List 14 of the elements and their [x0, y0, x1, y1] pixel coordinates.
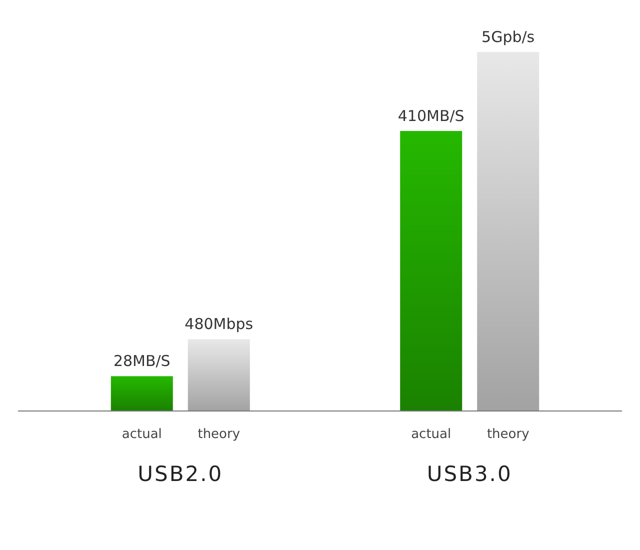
x-tick-label: USB2.0 — [138, 462, 224, 486]
bar — [110, 376, 173, 411]
annotation: 480Mbps — [184, 315, 254, 334]
series-label: actual — [122, 427, 162, 442]
annotation: 28MB/S — [113, 352, 170, 370]
bar — [477, 52, 540, 411]
bar — [400, 130, 462, 411]
text: theory — [486, 427, 530, 442]
text: actual — [411, 427, 452, 442]
text: 5Gpb/s — [482, 28, 535, 46]
bar — [188, 339, 250, 411]
series-label: theory — [198, 427, 240, 442]
x-tick-label: USB3.0 — [426, 462, 512, 486]
annotation: 410MB/S — [398, 106, 464, 125]
